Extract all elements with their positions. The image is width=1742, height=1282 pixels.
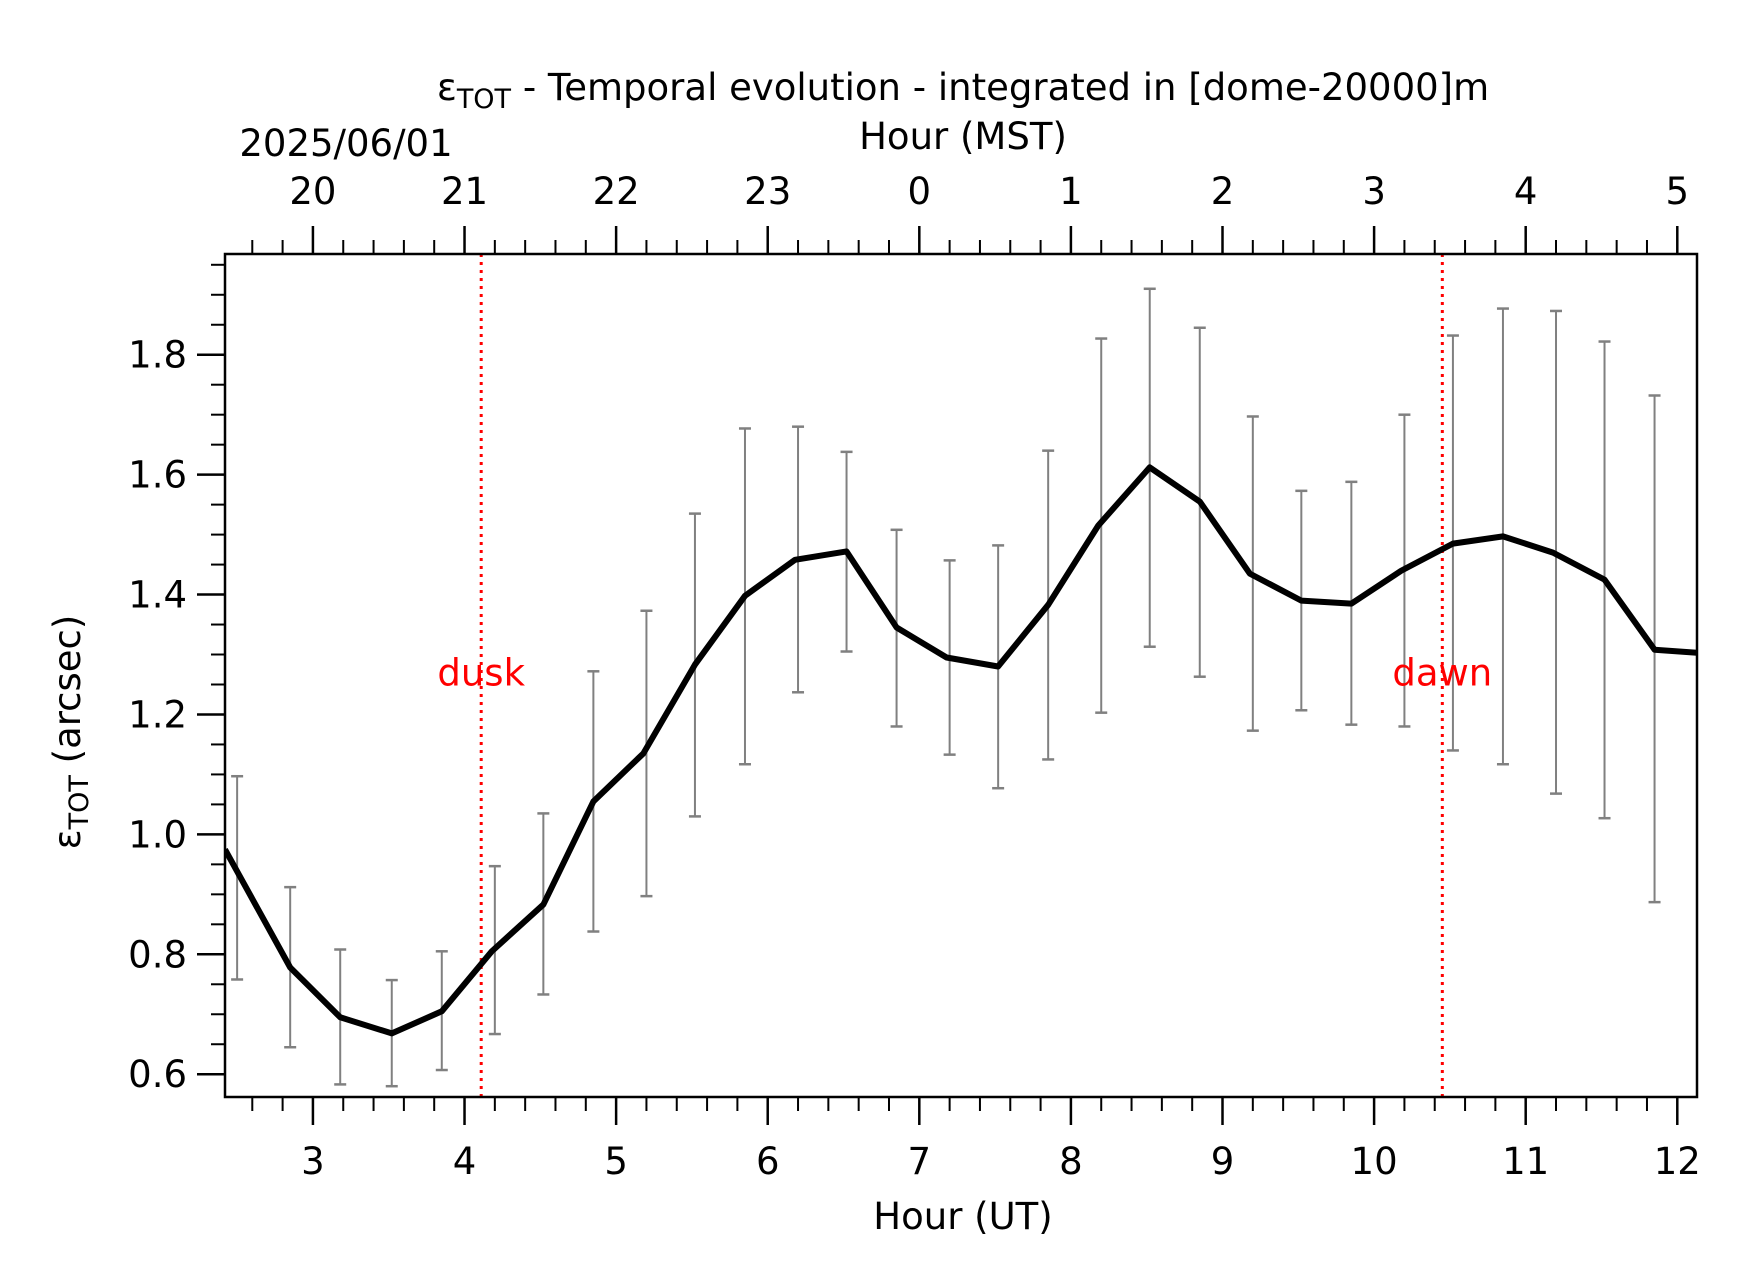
chart-title-symbol: ε (437, 66, 457, 109)
x-top-tick-label: 4 (1514, 170, 1538, 213)
plot-frame (223, 252, 1699, 1099)
x-tick-label: 5 (604, 1140, 628, 1183)
x-top-tick-label: 1 (1059, 170, 1083, 213)
y-tick-label: 1.4 (128, 574, 187, 617)
y-tick-label: 0.8 (128, 933, 187, 976)
x-top-tick-label: 22 (593, 170, 640, 213)
y-axis-label-text: (arcsec) (46, 615, 89, 775)
date-label: 2025/06/01 (239, 122, 452, 165)
x-tick-label: 10 (1351, 1140, 1398, 1183)
x-tick-label: 3 (301, 1140, 325, 1183)
event-label-dusk: dusk (437, 652, 525, 695)
x-tick-label: 7 (908, 1140, 932, 1183)
x-tick-label: 8 (1059, 1140, 1083, 1183)
y-tick-label: 1.0 (128, 813, 187, 856)
chart-title-subscript: TOT (456, 84, 512, 115)
y-axis-label-subscript: TOT (64, 775, 95, 831)
y-tick-label: 1.8 (128, 334, 187, 377)
event-label-dawn: dawn (1392, 652, 1492, 695)
y-axis-label: εTOT (arcsec) (46, 615, 95, 850)
y-tick-label: 0.6 (128, 1053, 187, 1096)
chart-title-text: - Temporal evolution - integrated in [do… (511, 66, 1489, 109)
x-tick-label: 11 (1502, 1140, 1549, 1183)
x-axis-top-label: Hour (MST) (859, 115, 1067, 158)
x-top-tick-label: 20 (289, 170, 336, 213)
x-top-tick-label: 23 (744, 170, 791, 213)
x-top-tick-label: 5 (1666, 170, 1690, 213)
y-tick-label: 1.2 (128, 693, 187, 736)
y-axis-label-symbol: ε (46, 829, 89, 849)
x-tick-label: 9 (1211, 1140, 1235, 1183)
series-line (225, 464, 1697, 1037)
x-axis-label: Hour (UT) (873, 1195, 1052, 1238)
chart-title: εTOT - Temporal evolution - integrated i… (437, 66, 1489, 115)
x-tick-label: 12 (1654, 1140, 1701, 1183)
x-tick-label: 4 (453, 1140, 477, 1183)
x-top-tick-label: 3 (1362, 170, 1386, 213)
x-top-tick-label: 0 (908, 170, 932, 213)
x-top-tick-label: 2 (1211, 170, 1235, 213)
x-tick-label: 6 (756, 1140, 780, 1183)
y-tick-label: 1.6 (128, 454, 187, 497)
x-top-tick-label: 21 (441, 170, 488, 213)
